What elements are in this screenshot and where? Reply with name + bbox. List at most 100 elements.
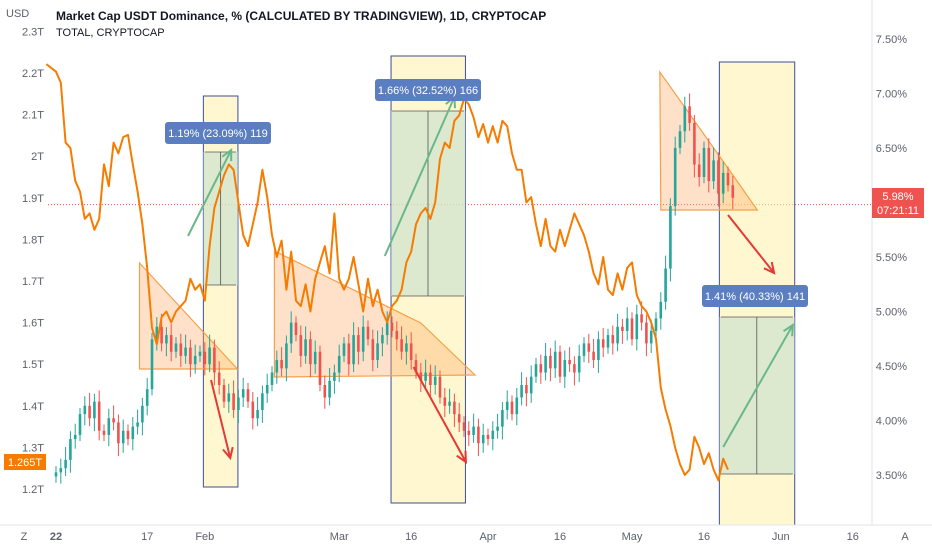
candle-body [121, 430, 125, 444]
candle-body [496, 426, 499, 431]
candle-body [481, 434, 485, 444]
left-tick-label: 1.9T [22, 193, 44, 205]
candle-body [534, 364, 538, 377]
candle-body [419, 372, 423, 381]
candle-body [467, 430, 471, 435]
right-tick-label: 7.50% [876, 34, 907, 46]
candle-body [261, 393, 264, 410]
candle-body [688, 106, 691, 123]
candle-body [275, 360, 279, 373]
candle-body [645, 322, 648, 344]
x-tick-label: 16 [698, 531, 710, 543]
left-tick-label: 1.7T [22, 276, 44, 288]
candle-body [520, 385, 523, 398]
right-tick-label: 5.00% [876, 307, 907, 319]
candle-body [731, 185, 735, 198]
candle-body [232, 393, 235, 410]
red-arrow-3 [727, 214, 775, 274]
candle-body [241, 389, 245, 398]
candle-body [93, 401, 96, 419]
green-arrow-1 [187, 149, 233, 237]
red-arrow-2-head [456, 450, 467, 464]
chart-title: Market Cap USDT Dominance, % (CALCULATED… [56, 9, 546, 23]
left-tick-label: 1.6T [22, 318, 44, 330]
green-arrow-3-head [782, 323, 794, 337]
right-tick-label: 4.50% [876, 361, 907, 373]
left-tick-label: 2.3T [22, 26, 44, 38]
candle-body [395, 330, 399, 340]
candle-body [280, 360, 283, 369]
candle-body [357, 335, 360, 352]
measure-label-1-bg [165, 122, 271, 144]
candle-body [625, 318, 629, 331]
candle-body [472, 426, 475, 435]
candle-body [189, 347, 192, 365]
candle-body [544, 355, 547, 373]
candle-body [381, 335, 384, 344]
candle-body [592, 351, 595, 361]
triangle-pattern-1 [138, 261, 239, 370]
bar-countdown: 07:21:11 [877, 205, 919, 217]
candle-body [664, 268, 667, 302]
right-tick-label: 3.50% [876, 470, 907, 482]
candle-body [136, 422, 139, 427]
measure-label-2-bg [375, 79, 481, 101]
candle-body [270, 372, 274, 385]
candle-body [256, 409, 259, 419]
candle-body [59, 468, 63, 473]
x-tick-label: 16 [554, 531, 566, 543]
candle-body [160, 326, 163, 344]
candle-body [462, 422, 466, 431]
candle-body [169, 335, 173, 352]
candle-body [73, 434, 77, 440]
candle-body [510, 401, 514, 415]
candle-body [150, 339, 154, 390]
candle-body [707, 147, 711, 182]
candle-body [414, 360, 418, 373]
candle-body [558, 351, 562, 377]
auto-scale-icon: A [901, 531, 909, 543]
candle-body [621, 326, 624, 331]
red-arrow-1-head [222, 446, 234, 461]
left-tick-label: 1.5T [22, 359, 44, 371]
green-arrow-1-head [221, 148, 233, 162]
candle-body [174, 343, 178, 352]
right-tick-label: 6.50% [876, 143, 907, 155]
candle-body [400, 339, 403, 352]
x-tick-label: 16 [405, 531, 417, 543]
candle-body [697, 164, 701, 177]
candle-body [337, 355, 341, 373]
candle-body [222, 385, 226, 402]
candle-body [486, 434, 490, 440]
candle-body [433, 376, 437, 385]
candle-body [117, 422, 120, 444]
candle-body [582, 343, 586, 356]
candle-body [654, 318, 658, 331]
right-tick-label: 7.00% [876, 89, 907, 101]
candle-body [366, 326, 370, 340]
x-tick-label: 17 [141, 531, 153, 543]
candle-body [107, 418, 111, 435]
candle-body [587, 343, 591, 352]
candle-body [683, 106, 687, 132]
candle-body [145, 389, 149, 406]
x-tick-label: Mar [330, 531, 349, 543]
candle-body [265, 385, 269, 394]
candle-body [515, 397, 519, 415]
candle-body [88, 405, 91, 419]
x-tick-label: May [622, 531, 643, 543]
candle-body [361, 326, 365, 352]
left-current-value: 1.265T [8, 457, 43, 469]
candle-body [227, 393, 231, 402]
candle-body [597, 339, 600, 361]
chart-subtitle: TOTAL, CRYPTOCAP [56, 27, 165, 39]
candle-body [549, 355, 552, 369]
candle-body [477, 426, 480, 444]
candle-body [285, 343, 288, 369]
x-tick-label: Apr [479, 531, 496, 543]
left-tick-label: 2.2T [22, 68, 44, 80]
candle-body [193, 355, 197, 365]
candle-body [371, 339, 375, 361]
